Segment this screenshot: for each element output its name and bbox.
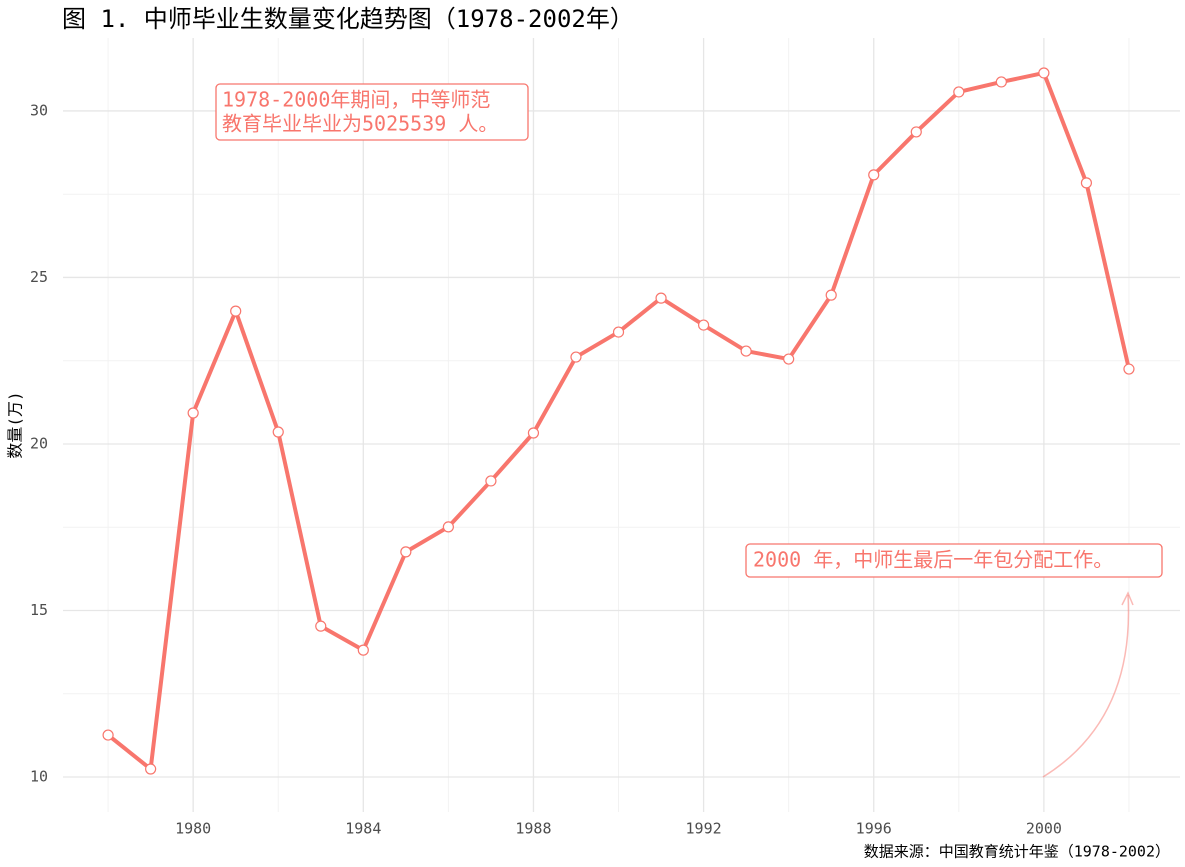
x-tick-label: 1984 bbox=[345, 820, 381, 838]
annotation-box bbox=[745, 543, 1163, 578]
annotation-arrowhead bbox=[1121, 591, 1134, 606]
point bbox=[953, 86, 965, 98]
y-tick-label: 10 bbox=[30, 768, 48, 786]
point bbox=[697, 319, 710, 331]
annotation-text: 2000 年，中师生最后一年包分配工作。 bbox=[753, 548, 1113, 572]
point bbox=[187, 407, 199, 419]
x-tick-label: 1992 bbox=[686, 820, 722, 838]
x-tick-label: 2000 bbox=[1026, 820, 1062, 838]
point bbox=[527, 427, 540, 439]
point bbox=[400, 546, 412, 558]
x-tick-label: 1988 bbox=[515, 820, 551, 838]
point bbox=[145, 763, 157, 775]
point bbox=[570, 351, 582, 363]
point bbox=[995, 76, 1007, 88]
annotation-text: 1978-2000年期间，中等师范 bbox=[222, 88, 490, 112]
point bbox=[612, 326, 625, 338]
point bbox=[357, 644, 369, 656]
point bbox=[1123, 363, 1135, 375]
point bbox=[1038, 67, 1050, 79]
x-tick-label: 1996 bbox=[856, 820, 892, 838]
point bbox=[910, 126, 922, 138]
annotation-box bbox=[215, 83, 529, 141]
point bbox=[655, 292, 667, 304]
point bbox=[102, 729, 114, 741]
annotation-text: 教育毕业毕业为5025539 人。 bbox=[222, 112, 498, 136]
point bbox=[230, 305, 242, 317]
y-tick-label: 15 bbox=[30, 601, 48, 619]
x-tick-label: 1980 bbox=[175, 820, 211, 838]
point bbox=[272, 426, 284, 438]
y-tick-label: 20 bbox=[30, 434, 48, 452]
y-tick-label: 30 bbox=[30, 101, 48, 119]
point bbox=[485, 475, 497, 487]
y-tick-label: 25 bbox=[30, 268, 48, 286]
caption: 数据来源：中国教育统计年鉴（1978-2002） bbox=[864, 843, 1170, 861]
point bbox=[740, 345, 752, 357]
point bbox=[1080, 177, 1093, 189]
point bbox=[442, 521, 454, 533]
point bbox=[825, 289, 837, 301]
annotation-arrow bbox=[1042, 594, 1130, 778]
point bbox=[315, 620, 327, 632]
point bbox=[868, 169, 880, 181]
y-axis-label: 数量(万) bbox=[6, 391, 25, 458]
point bbox=[783, 353, 795, 365]
chart-title: 图 1. 中师毕业生数量变化趋势图（1978-2002年） bbox=[62, 5, 634, 33]
